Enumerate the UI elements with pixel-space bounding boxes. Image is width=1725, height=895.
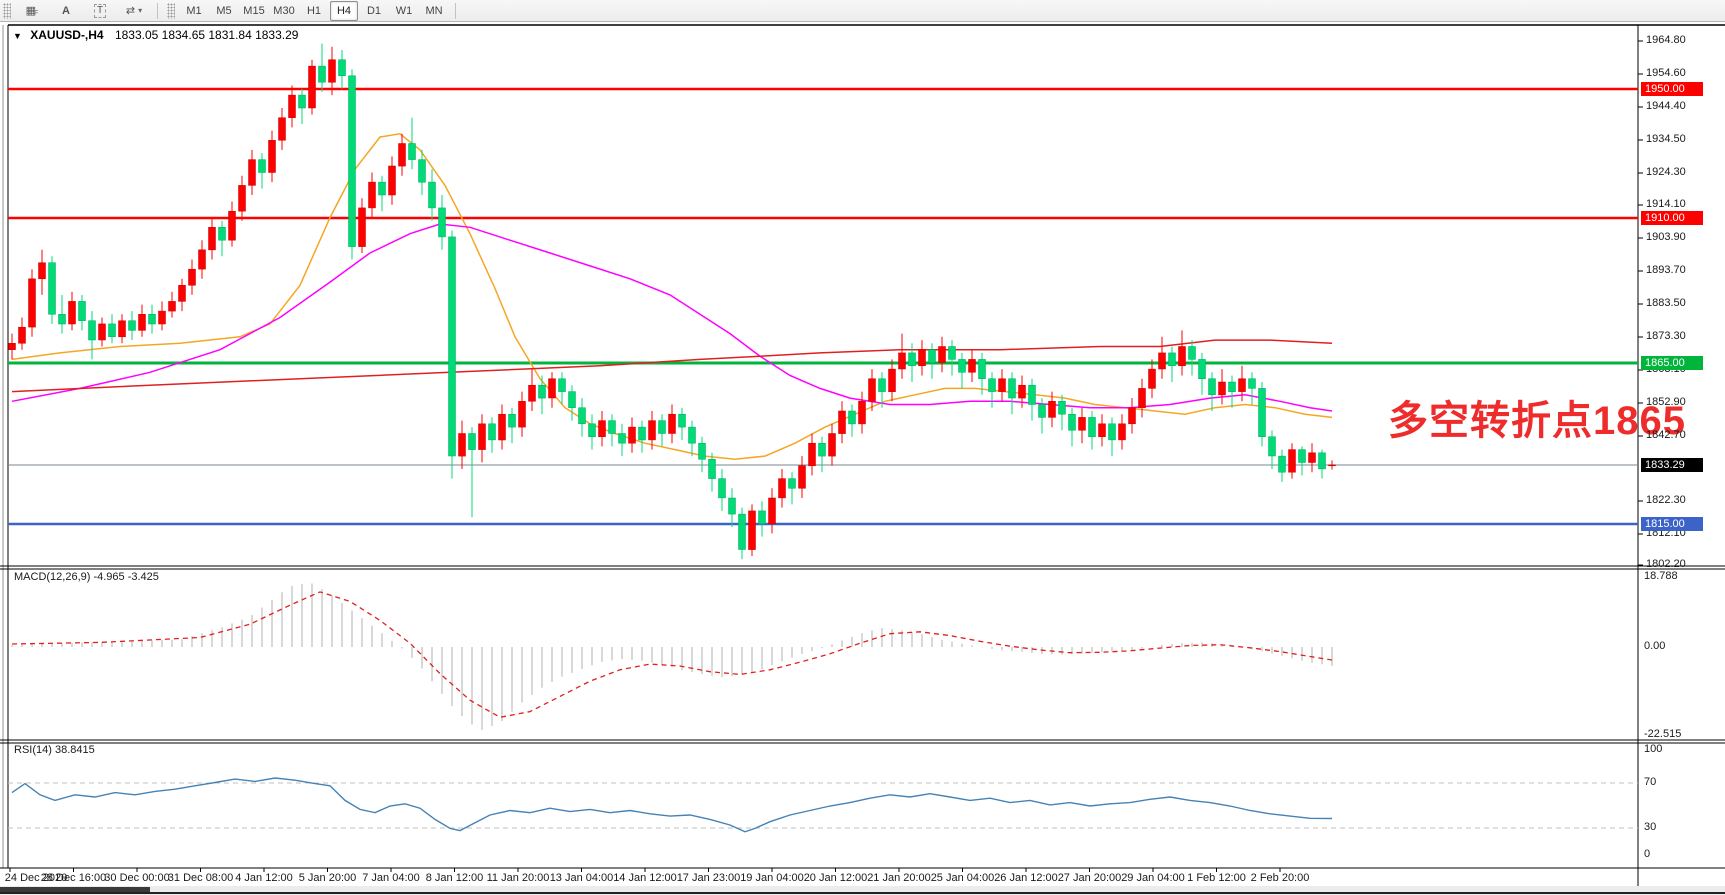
timeframe-button-D1[interactable]: D1: [366, 4, 382, 17]
price-tick-label: 1893.70: [1646, 264, 1686, 276]
price-tick-label: 1802.20: [1646, 558, 1686, 570]
horizontal-scrollbar[interactable]: [0, 886, 1725, 895]
date-tick-label: 27 Jan 20:00: [1057, 872, 1122, 884]
timeframe-button-M1[interactable]: M1: [186, 4, 202, 17]
price-tick-label: 1934.50: [1646, 133, 1686, 145]
price-tick-label: 1914.10: [1646, 198, 1686, 210]
support-resistance-lines[interactable]: [8, 87, 1638, 526]
grid-icon-glyph: ▦: [25, 5, 37, 17]
timeframe-button-M30[interactable]: M30: [273, 4, 295, 17]
rsi-line: [11, 777, 1333, 833]
price-tick-label: 1964.80: [1646, 34, 1686, 46]
price-tick-label: 1842.70: [1646, 429, 1686, 441]
timeframe-button-M15[interactable]: M15: [243, 4, 265, 17]
date-tick-label: 7 Jan 04:00: [362, 872, 420, 884]
price-tick-label: 1822.30: [1646, 494, 1686, 506]
price-tick-label: 1944.40: [1646, 100, 1686, 112]
date-tick-label: 17 Jan 23:00: [676, 872, 741, 884]
price-tick-label: 1954.60: [1646, 67, 1686, 79]
price-tick-label: 1883.50: [1646, 297, 1686, 309]
macd-signal-line: [11, 591, 1333, 718]
red-moving-average: [11, 339, 1333, 393]
date-tick-label: 31 Dec 08:00: [167, 872, 234, 884]
indicator-tick-label: 30: [1644, 821, 1657, 833]
symbol-timeframe-label: XAUUSD-,H4: [30, 28, 104, 42]
toolbar-separator-2: [455, 2, 456, 19]
ohlc-values: 1833.05 1834.65 1831.84 1833.29: [114, 28, 299, 42]
chart-window[interactable]: ▼ XAUUSD-,H4 1833.05 1834.65 1831.84 183…: [0, 22, 1725, 895]
price-line-flag-1865.00: 1865.00: [1641, 356, 1703, 370]
toolbar-grip[interactable]: [3, 2, 11, 19]
cycle-arrows-icon[interactable]: ⇄ ▾: [119, 1, 149, 21]
date-tick-label: 2 Feb 20:00: [1250, 872, 1310, 884]
scrollbar-thumb[interactable]: [0, 887, 150, 892]
scrollbar-track-line: [0, 892, 1725, 894]
price-tick-label: 1852.90: [1646, 396, 1686, 408]
timeframe-button-H1[interactable]: H1: [306, 4, 322, 17]
price-tick-label: 1903.90: [1646, 231, 1686, 243]
date-tick-label: 8 Jan 12:00: [425, 872, 484, 884]
date-tick-label: 11 Jan 20:00: [486, 872, 550, 884]
indicator-tick-label: 70: [1644, 776, 1657, 788]
price-line-flag-1815.00: 1815.00: [1641, 517, 1703, 531]
timeframe-button-W1[interactable]: W1: [395, 4, 413, 17]
indicator-tick-label: 100: [1644, 743, 1663, 755]
timeframe-group: M1 M5 M15 M30 H1 H4 D1 W1 MN: [179, 0, 449, 21]
date-tick-label: 29 Jan 04:00: [1121, 872, 1185, 884]
date-tick-label: 14 Jan 12:00: [613, 872, 677, 884]
toolbar: ▦ F A T ⇄ ▾ M1 M5 M15 M30 H1 H4 D1 W1 MN: [0, 0, 1725, 22]
date-tick-label: 20 Jan 12:00: [803, 872, 868, 884]
date-tick-label: 28 Dec 16:00: [40, 872, 107, 884]
indicator-tick-label: -22.515: [1644, 728, 1682, 740]
toolbar-grip-2[interactable]: [167, 2, 175, 19]
text-label-icon-glyph: T: [93, 3, 107, 18]
date-tick-label: 24 Dec 2020: [4, 872, 68, 884]
price-line-flag-1833.29: 1833.29: [1641, 458, 1703, 472]
date-tick-label: 30 Dec 00:00: [104, 872, 170, 884]
indicator-tick-label: 0.00: [1644, 640, 1666, 652]
text-label-icon[interactable]: T: [85, 1, 115, 21]
date-tick-label: 26 Jan 12:00: [994, 872, 1058, 884]
timeframe-button-MN[interactable]: MN: [425, 4, 443, 17]
price-tick-label: 1873.30: [1646, 330, 1686, 342]
grid-icon-sub: F: [34, 10, 39, 17]
font-icon[interactable]: A: [51, 1, 81, 21]
date-tick-label: 13 Jan 04:00: [549, 872, 614, 884]
macd-indicator-label: MACD(12,26,9) -4.965 -3.425: [14, 571, 159, 583]
cycle-arrows-glyph: ⇄: [125, 5, 136, 17]
indicator-tick-label: 0: [1644, 848, 1651, 860]
date-tick-label: 5 Jan 20:00: [298, 872, 357, 884]
date-tick-label: 19 Jan 04:00: [740, 872, 804, 884]
font-icon-glyph: A: [62, 4, 70, 17]
toolbar-separator: [157, 2, 158, 19]
price-line-flag-1950.00: 1950.00: [1641, 82, 1703, 96]
macd-histogram: [11, 583, 1333, 730]
grid-icon[interactable]: ▦ F: [17, 1, 47, 21]
candles-series[interactable]: [8, 43, 1336, 560]
date-tick-label: 4 Jan 12:00: [235, 872, 293, 884]
rsi-indicator-label: RSI(14) 38.8415: [14, 744, 95, 756]
indicator-tick-label: 18.788: [1644, 570, 1678, 582]
chart-canvas[interactable]: [0, 22, 1725, 895]
price-line-flag-1910.00: 1910.00: [1641, 211, 1703, 225]
dropdown-caret-icon[interactable]: ▾: [138, 6, 143, 15]
chart-title: ▼ XAUUSD-,H4 1833.05 1834.65 1831.84 183…: [13, 28, 298, 42]
date-tick-label: 25 Jan 04:00: [930, 872, 995, 884]
timeframe-button-H4[interactable]: H4: [330, 0, 358, 21]
timeframe-button-M5[interactable]: M5: [216, 4, 232, 17]
magenta-moving-average: [11, 223, 1333, 412]
date-tick-label: 21 Jan 20:00: [867, 872, 931, 884]
price-tick-label: 1924.30: [1646, 166, 1686, 178]
symbol-dropdown-caret-icon[interactable]: ▼: [13, 31, 22, 41]
annotation-text: 多空转折点1865: [1388, 399, 1686, 443]
date-tick-label: 1 Feb 12:00: [1187, 872, 1246, 884]
